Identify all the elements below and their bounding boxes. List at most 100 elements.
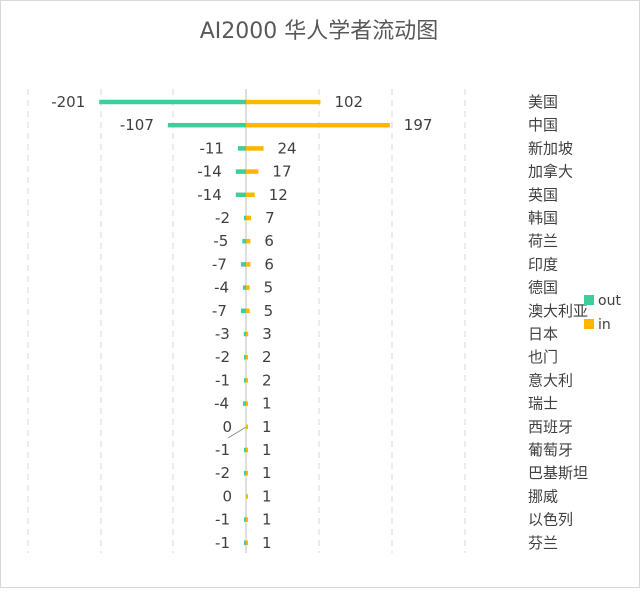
value-label-in: 1 [262, 395, 272, 413]
category-label: 日本 [528, 325, 558, 343]
bar-out [235, 192, 246, 198]
value-label-in: 2 [262, 371, 272, 389]
value-label-out: -1 [215, 511, 230, 529]
legend-label-in: in [598, 317, 611, 333]
value-label-in: 1 [262, 441, 272, 459]
value-label-in: 5 [264, 279, 274, 297]
value-label-in: 1 [262, 464, 272, 482]
category-label: 德国 [528, 279, 558, 297]
legend-swatch-out [584, 295, 594, 305]
bar-in [246, 378, 248, 383]
category-label: 加拿大 [528, 163, 573, 181]
value-label-in: 197 [404, 116, 433, 134]
value-label-in: 6 [264, 255, 274, 273]
bar-in [246, 447, 248, 453]
bar-in [246, 215, 252, 221]
bar-out [244, 517, 246, 522]
value-label-out: -4 [214, 279, 229, 297]
bar-in [246, 238, 251, 244]
value-label-in: 12 [269, 186, 288, 204]
bar-out [237, 146, 246, 151]
label-leader-line [227, 426, 247, 439]
bar-out [235, 169, 246, 174]
bar-out [243, 401, 246, 406]
bar-in [246, 169, 259, 174]
value-label-out: -201 [51, 93, 85, 111]
value-label-in: 5 [264, 302, 274, 320]
chart-title: AI2000 华人学者流动图 [200, 19, 439, 44]
value-label-out: -2 [215, 209, 230, 227]
bar-in [246, 308, 250, 314]
value-label-out: 0 [222, 418, 232, 436]
value-label-out: -1 [215, 441, 230, 459]
category-label: 芬兰 [528, 534, 558, 552]
bar-out [243, 331, 246, 337]
value-label-in: 24 [278, 139, 297, 157]
bar-out [240, 262, 246, 267]
bar-in [246, 262, 251, 267]
value-labels: -201 102-107 197-11 24-14 17-14 12-2 7-5 6-7 6-4… [51, 93, 432, 552]
category-label: 荷兰 [528, 232, 558, 250]
bar-in [246, 540, 248, 546]
category-label: 挪威 [528, 487, 558, 505]
bar-in [246, 470, 248, 476]
value-label-out: -11 [199, 139, 224, 157]
value-label-out: -7 [212, 302, 227, 320]
gridlines [27, 89, 466, 553]
value-label-in: 102 [334, 93, 363, 111]
category-label: 美国 [528, 93, 558, 111]
category-label: 以色列 [528, 511, 573, 529]
category-label: 印度 [528, 255, 558, 273]
value-label-out: -1 [215, 534, 230, 552]
value-label-out: -14 [197, 163, 222, 181]
legend: out in [584, 293, 621, 333]
value-label-out: -5 [213, 232, 228, 250]
category-label: 中国 [528, 116, 558, 134]
category-label: 西班牙 [528, 418, 573, 436]
bar-out [244, 540, 246, 546]
legend-swatch-in [584, 319, 594, 329]
bar-in [246, 122, 390, 128]
category-label: 也门 [528, 348, 558, 366]
bar-out [244, 354, 246, 360]
legend-label-out: out [598, 293, 621, 309]
bar-in [246, 424, 248, 430]
value-label-out: -2 [215, 348, 230, 366]
bar-out [240, 308, 246, 314]
value-label-out: -3 [215, 325, 230, 343]
bar-out [244, 215, 246, 221]
bar-in [246, 285, 250, 290]
category-label: 瑞士 [528, 395, 558, 413]
category-label: 澳大利亚 [528, 302, 588, 320]
bar-in [246, 517, 248, 522]
value-label-out: -14 [197, 186, 222, 204]
bar-in [246, 192, 255, 198]
bar-out [167, 122, 246, 128]
value-label-in: 1 [262, 511, 272, 529]
bar-in [246, 401, 248, 406]
value-label-in: 3 [262, 325, 272, 343]
value-label-out: -1 [215, 371, 230, 389]
bar-out [243, 285, 246, 290]
bars [99, 99, 390, 546]
category-label: 葡萄牙 [528, 441, 573, 459]
category-labels: 美国中国新加坡加拿大英国韩国荷兰印度德国澳大利亚日本也门意大利瑞士西班牙葡萄牙巴… [528, 93, 588, 552]
category-label: 韩国 [528, 209, 558, 227]
value-label-in: 17 [272, 163, 291, 181]
bar-out [244, 378, 246, 383]
value-label-in: 2 [262, 348, 272, 366]
value-label-in: 1 [262, 534, 272, 552]
bar-in [246, 494, 248, 499]
value-label-in: 7 [265, 209, 275, 227]
bar-in [246, 99, 321, 105]
value-label-in: 1 [262, 418, 272, 436]
bar-in [246, 146, 264, 151]
bar-out [244, 470, 246, 476]
value-label-in: 6 [264, 232, 274, 250]
bar-in [246, 354, 248, 360]
category-label: 巴基斯坦 [528, 464, 588, 482]
chart-frame: AI2000 华人学者流动图 -201 102 -107 197 -11 24 -14 17-… [0, 0, 640, 588]
category-label: 英国 [528, 186, 558, 204]
value-label-out: -107 [120, 116, 154, 134]
